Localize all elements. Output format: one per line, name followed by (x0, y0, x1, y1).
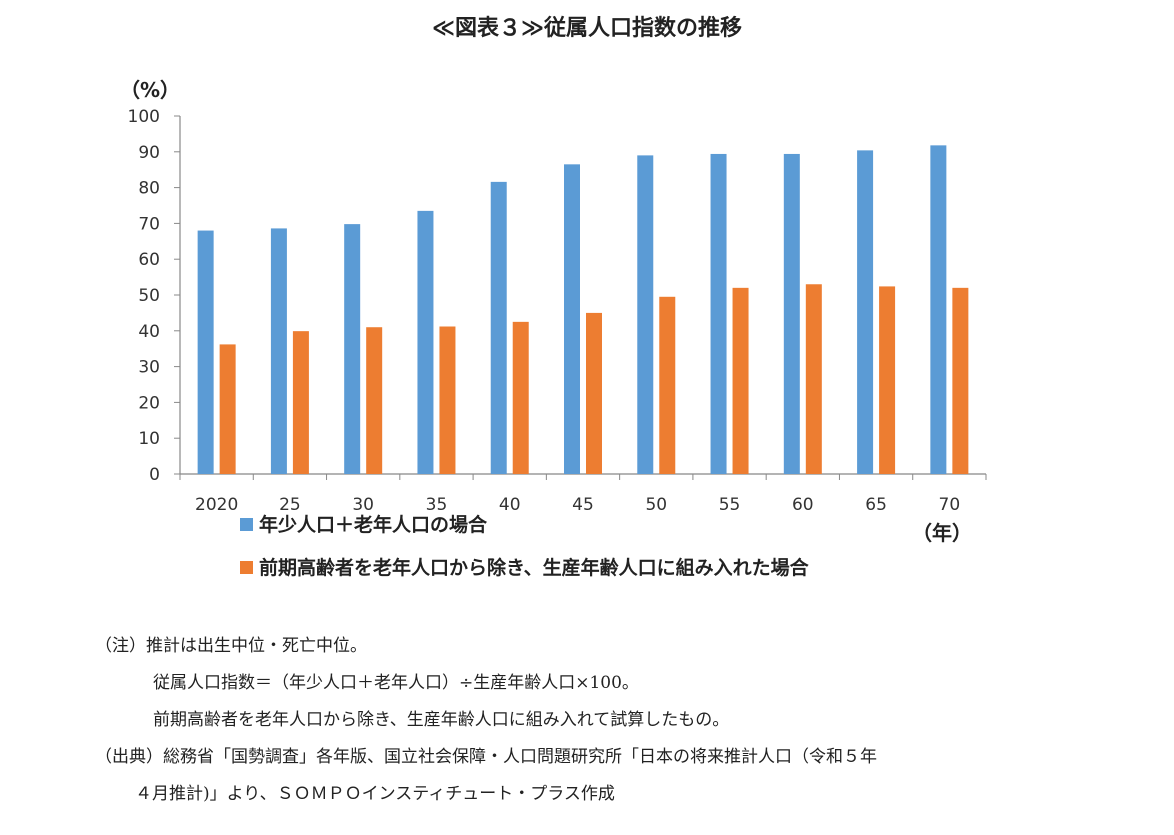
x-tick-label: 2020 (195, 495, 238, 515)
x-tick-label: 35 (426, 495, 448, 515)
bar-series-1 (857, 150, 874, 475)
note-line-1: （注）推計は出生中位・死亡中位。 (95, 636, 367, 656)
y-axis-label: （%） (120, 78, 180, 102)
y-tick-label: 0 (149, 465, 160, 485)
bar-series-2 (879, 286, 896, 474)
bar-series-1 (197, 230, 214, 474)
x-tick-label: 45 (572, 495, 594, 515)
bar-series-1 (930, 145, 947, 474)
x-tick-label: 60 (792, 495, 814, 515)
bar-series-2 (219, 344, 236, 474)
y-tick-label: 80 (138, 179, 160, 199)
bar-series-2 (586, 312, 602, 474)
y-tick-label: 50 (138, 286, 160, 306)
bar-series-2 (512, 321, 529, 474)
bar-series-1 (270, 228, 287, 474)
x-tick-label: 70 (939, 495, 961, 515)
x-tick-label: 30 (352, 495, 374, 515)
note-line-3: 前期高齢者を老年人口から除き、生産年齢人口に組み入れて試算したもの。 (153, 710, 730, 730)
y-tick-label: 60 (138, 250, 160, 270)
y-tick-label: 40 (138, 322, 160, 342)
bar-series-1 (637, 155, 654, 474)
legend-label: 年少人口＋老年人口の場合 (259, 513, 488, 536)
x-tick-label: 50 (645, 495, 667, 515)
bar-series-1 (344, 224, 361, 474)
bar-series-2 (292, 331, 309, 474)
x-tick-label: 65 (865, 495, 887, 515)
chart-title: ≪図表３≫従属人口指数の推移 (431, 16, 743, 41)
note-line-2: 従属人口指数＝（年少人口＋老年人口）÷生産年齢人口×100。 (153, 673, 639, 693)
legend-swatch (240, 518, 253, 531)
y-tick-label: 90 (138, 143, 160, 163)
bar-series-1 (564, 164, 580, 474)
x-tick-label: 55 (719, 495, 741, 515)
bar-series-1 (417, 210, 434, 474)
y-tick-label: 10 (138, 429, 160, 449)
bar-series-2 (366, 327, 383, 474)
y-tick-label: 70 (138, 214, 160, 234)
bar-series-2 (439, 326, 456, 474)
source-line-1: （出典）総務省「国勢調査」各年版、国立社会保障・人口問題研究所「日本の将来推計人… (95, 747, 877, 767)
bar-series-2 (659, 296, 676, 474)
bar-series-2 (732, 287, 749, 474)
legend-swatch (240, 561, 253, 574)
legend-label: 前期高齢者を老年人口から除き、生産年齢人口に組み入れた場合 (259, 556, 810, 579)
bar-series-1 (710, 153, 727, 474)
x-axis-label: （年） (912, 521, 972, 545)
chart-notes: （注）推計は出生中位・死亡中位。 従属人口指数＝（年少人口＋老年人口）÷生産年齢… (95, 628, 877, 813)
y-tick-label: 30 (138, 358, 160, 378)
bar-series-2 (805, 284, 822, 474)
bar-series-2 (952, 287, 969, 474)
bar-series-1 (490, 181, 507, 474)
source-line-2: ４月推計)」より、ＳＯＭＰＯインスティチュート・プラス作成 (135, 784, 615, 804)
x-tick-label: 40 (499, 495, 521, 515)
bar-chart: 0 10 20 30 40 50 60 70 80 90 100 （%） 2020 25 30 35 40 45 5… (120, 78, 987, 579)
bar-series-1 (783, 153, 800, 474)
y-tick-label: 20 (138, 393, 160, 413)
x-tick-label: 25 (279, 495, 301, 515)
y-tick-label: 100 (128, 107, 160, 127)
